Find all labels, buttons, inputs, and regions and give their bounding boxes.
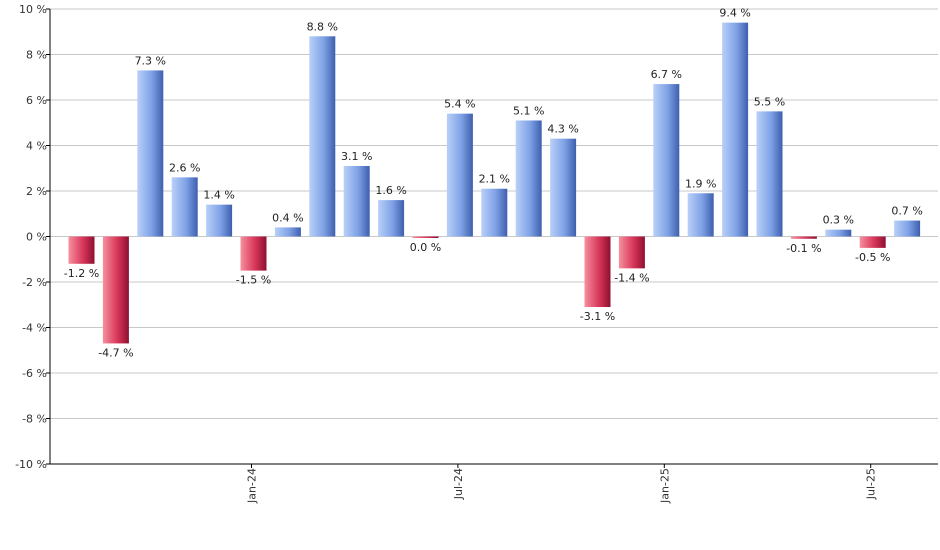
data-label: 1.9 % <box>685 177 716 190</box>
y-tick-label: 10 % <box>19 3 47 16</box>
bar-positive <box>481 188 508 237</box>
y-tick-label: 0 % <box>26 231 47 244</box>
bar-positive <box>137 70 164 237</box>
bar-positive <box>550 138 577 237</box>
data-label: 4.3 % <box>547 123 578 136</box>
bar-negative <box>102 236 129 344</box>
bar-negative <box>790 236 817 239</box>
data-label: 6.7 % <box>651 68 682 81</box>
bar-positive <box>515 120 542 237</box>
data-label: 0.0 % <box>410 241 441 254</box>
y-tick-label: 6 % <box>26 94 47 107</box>
bar-positive <box>309 36 336 237</box>
y-tick-label: -6 % <box>22 367 47 380</box>
data-label: 3.1 % <box>341 150 372 163</box>
y-tick-label: -4 % <box>22 322 47 335</box>
axes <box>46 8 938 468</box>
x-tick-label: Jul-25 <box>865 468 878 500</box>
bar-negative <box>68 236 95 264</box>
data-label: -0.1 % <box>786 242 821 255</box>
bar-positive <box>274 227 301 237</box>
data-label: 8.8 % <box>307 20 338 33</box>
data-label: -3.1 % <box>580 310 615 323</box>
data-label: 2.1 % <box>479 173 510 186</box>
bar-positive <box>825 229 852 237</box>
bar-negative <box>412 236 439 238</box>
data-label: 7.3 % <box>135 54 166 67</box>
data-label: 1.4 % <box>203 189 234 202</box>
x-tick-labels: Jan-24 Jul-24 Jan-25 Jul-25 <box>246 468 878 504</box>
bar-positive <box>756 111 783 237</box>
bar-positive <box>446 113 473 237</box>
y-tick-label: -8 % <box>22 413 47 426</box>
data-label: -4.7 % <box>98 346 133 359</box>
data-label: 0.7 % <box>891 205 922 218</box>
data-label: 5.1 % <box>513 104 544 117</box>
bar-positive <box>687 193 714 237</box>
x-tick-label: Jan-25 <box>658 468 671 504</box>
data-label: 0.4 % <box>272 211 303 224</box>
y-tick-label: -2 % <box>22 276 47 289</box>
data-label: 9.4 % <box>719 7 750 20</box>
y-tick-label: 2 % <box>26 185 47 198</box>
data-label: 2.6 % <box>169 161 200 174</box>
x-tick-label: Jan-24 <box>246 468 259 504</box>
data-label: -1.5 % <box>236 274 271 287</box>
bar-negative <box>584 236 611 308</box>
bar-positive <box>343 165 370 237</box>
bar-positive <box>378 200 405 237</box>
bar-positive <box>894 220 921 237</box>
data-label: 5.5 % <box>754 95 785 108</box>
data-label: -1.4 % <box>614 271 649 284</box>
data-label: -1.2 % <box>64 267 99 280</box>
y-tick-label: 4 % <box>26 140 47 153</box>
bars <box>68 22 921 344</box>
bar-positive <box>722 22 749 237</box>
y-tick-labels: 10 % 8 % 6 % 4 % 2 % 0 % -2 % -4 % -6 % -8 % -10 % <box>15 3 47 471</box>
bar-positive <box>653 84 680 237</box>
data-labels: -1.2 % -4.7 % 7.3 % 2.6 % 1.4 % -1.5 % 0.4 % 8.… <box>64 7 923 360</box>
data-label: 0.3 % <box>823 214 854 227</box>
data-label: 1.6 % <box>375 184 406 197</box>
bar-negative <box>240 236 267 271</box>
x-tick-label: Jul-24 <box>452 468 465 500</box>
data-label: 5.4 % <box>444 98 475 111</box>
data-label: -0.5 % <box>855 251 890 264</box>
y-tick-label: 8 % <box>26 49 47 62</box>
bar-positive <box>171 177 198 237</box>
bar-negative <box>859 236 886 248</box>
y-tick-label: -10 % <box>15 458 47 471</box>
bar-negative <box>618 236 645 269</box>
bar-positive <box>206 204 233 237</box>
